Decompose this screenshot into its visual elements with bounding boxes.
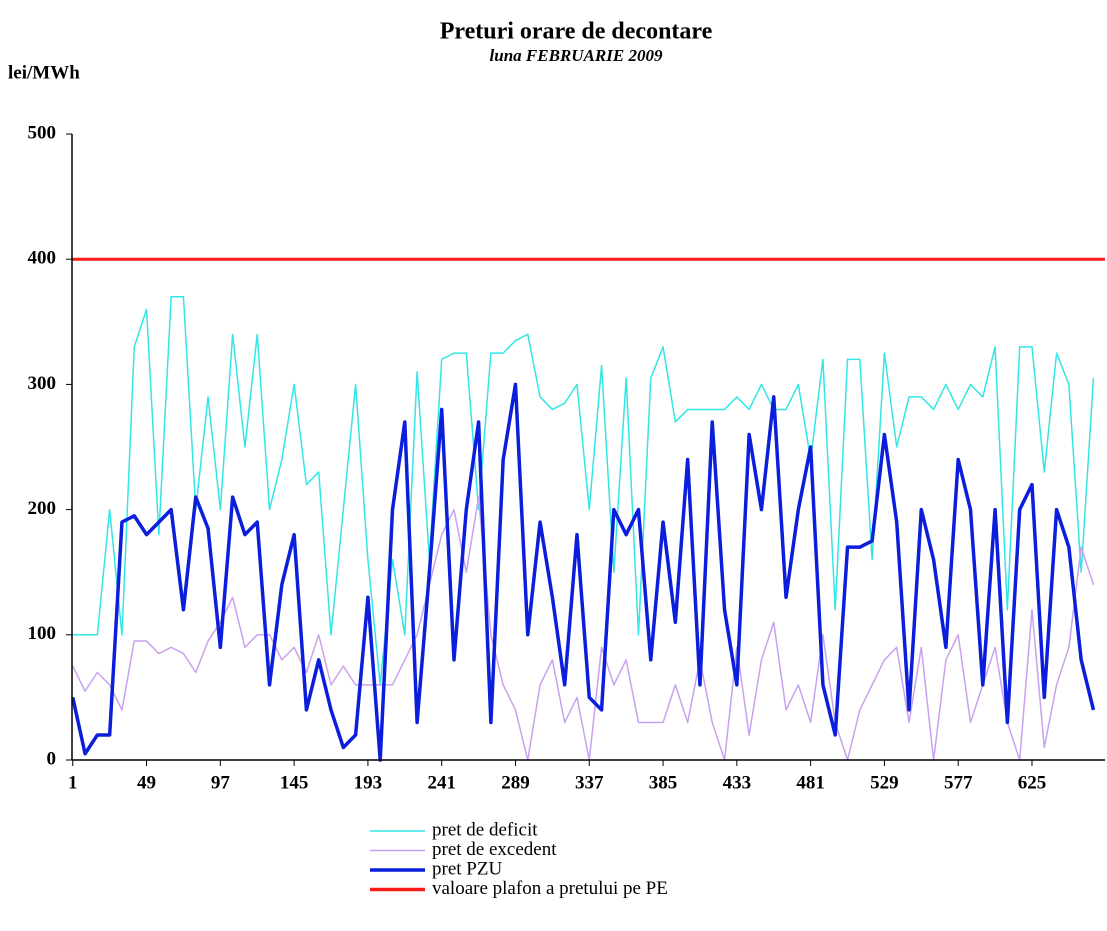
x-tick-label: 481: [796, 772, 825, 793]
y-tick-label: 400: [28, 248, 57, 269]
chart-subtitle: luna FEBRUARIE 2009: [490, 46, 663, 65]
x-tick-label: 337: [575, 772, 604, 793]
x-tick-label: 49: [137, 772, 156, 793]
chart-title: Preturi orare de decontare: [440, 19, 713, 45]
x-tick-label: 97: [211, 772, 231, 793]
series-line: [71, 382, 1096, 762]
legend-label: valoare plafon a pretului pe PE: [432, 878, 668, 899]
legend-label: pret PZU: [432, 858, 502, 879]
series-line: [72, 496, 1095, 761]
x-tick-label: 1: [68, 772, 78, 793]
x-tick-label: 289: [501, 772, 530, 793]
x-tick-label: 145: [280, 772, 309, 793]
x-tick-label: 193: [354, 772, 383, 793]
y-tick-label: 100: [28, 623, 57, 644]
series-line: [72, 296, 1095, 686]
legend-label: pret de excedent: [432, 839, 557, 860]
legend-label: pret de deficit: [432, 819, 538, 840]
y-axis-label: lei/MWh: [8, 62, 80, 83]
x-tick-label: 241: [427, 772, 456, 793]
y-tick-label: 300: [28, 373, 57, 394]
x-tick-label: 529: [870, 772, 899, 793]
x-tick-label: 625: [1018, 772, 1047, 793]
y-tick-label: 500: [28, 122, 57, 143]
y-tick-label: 0: [47, 748, 57, 769]
x-tick-label: 433: [723, 772, 752, 793]
x-tick-label: 577: [944, 772, 973, 793]
y-tick-label: 200: [28, 498, 57, 519]
x-tick-label: 385: [649, 772, 678, 793]
